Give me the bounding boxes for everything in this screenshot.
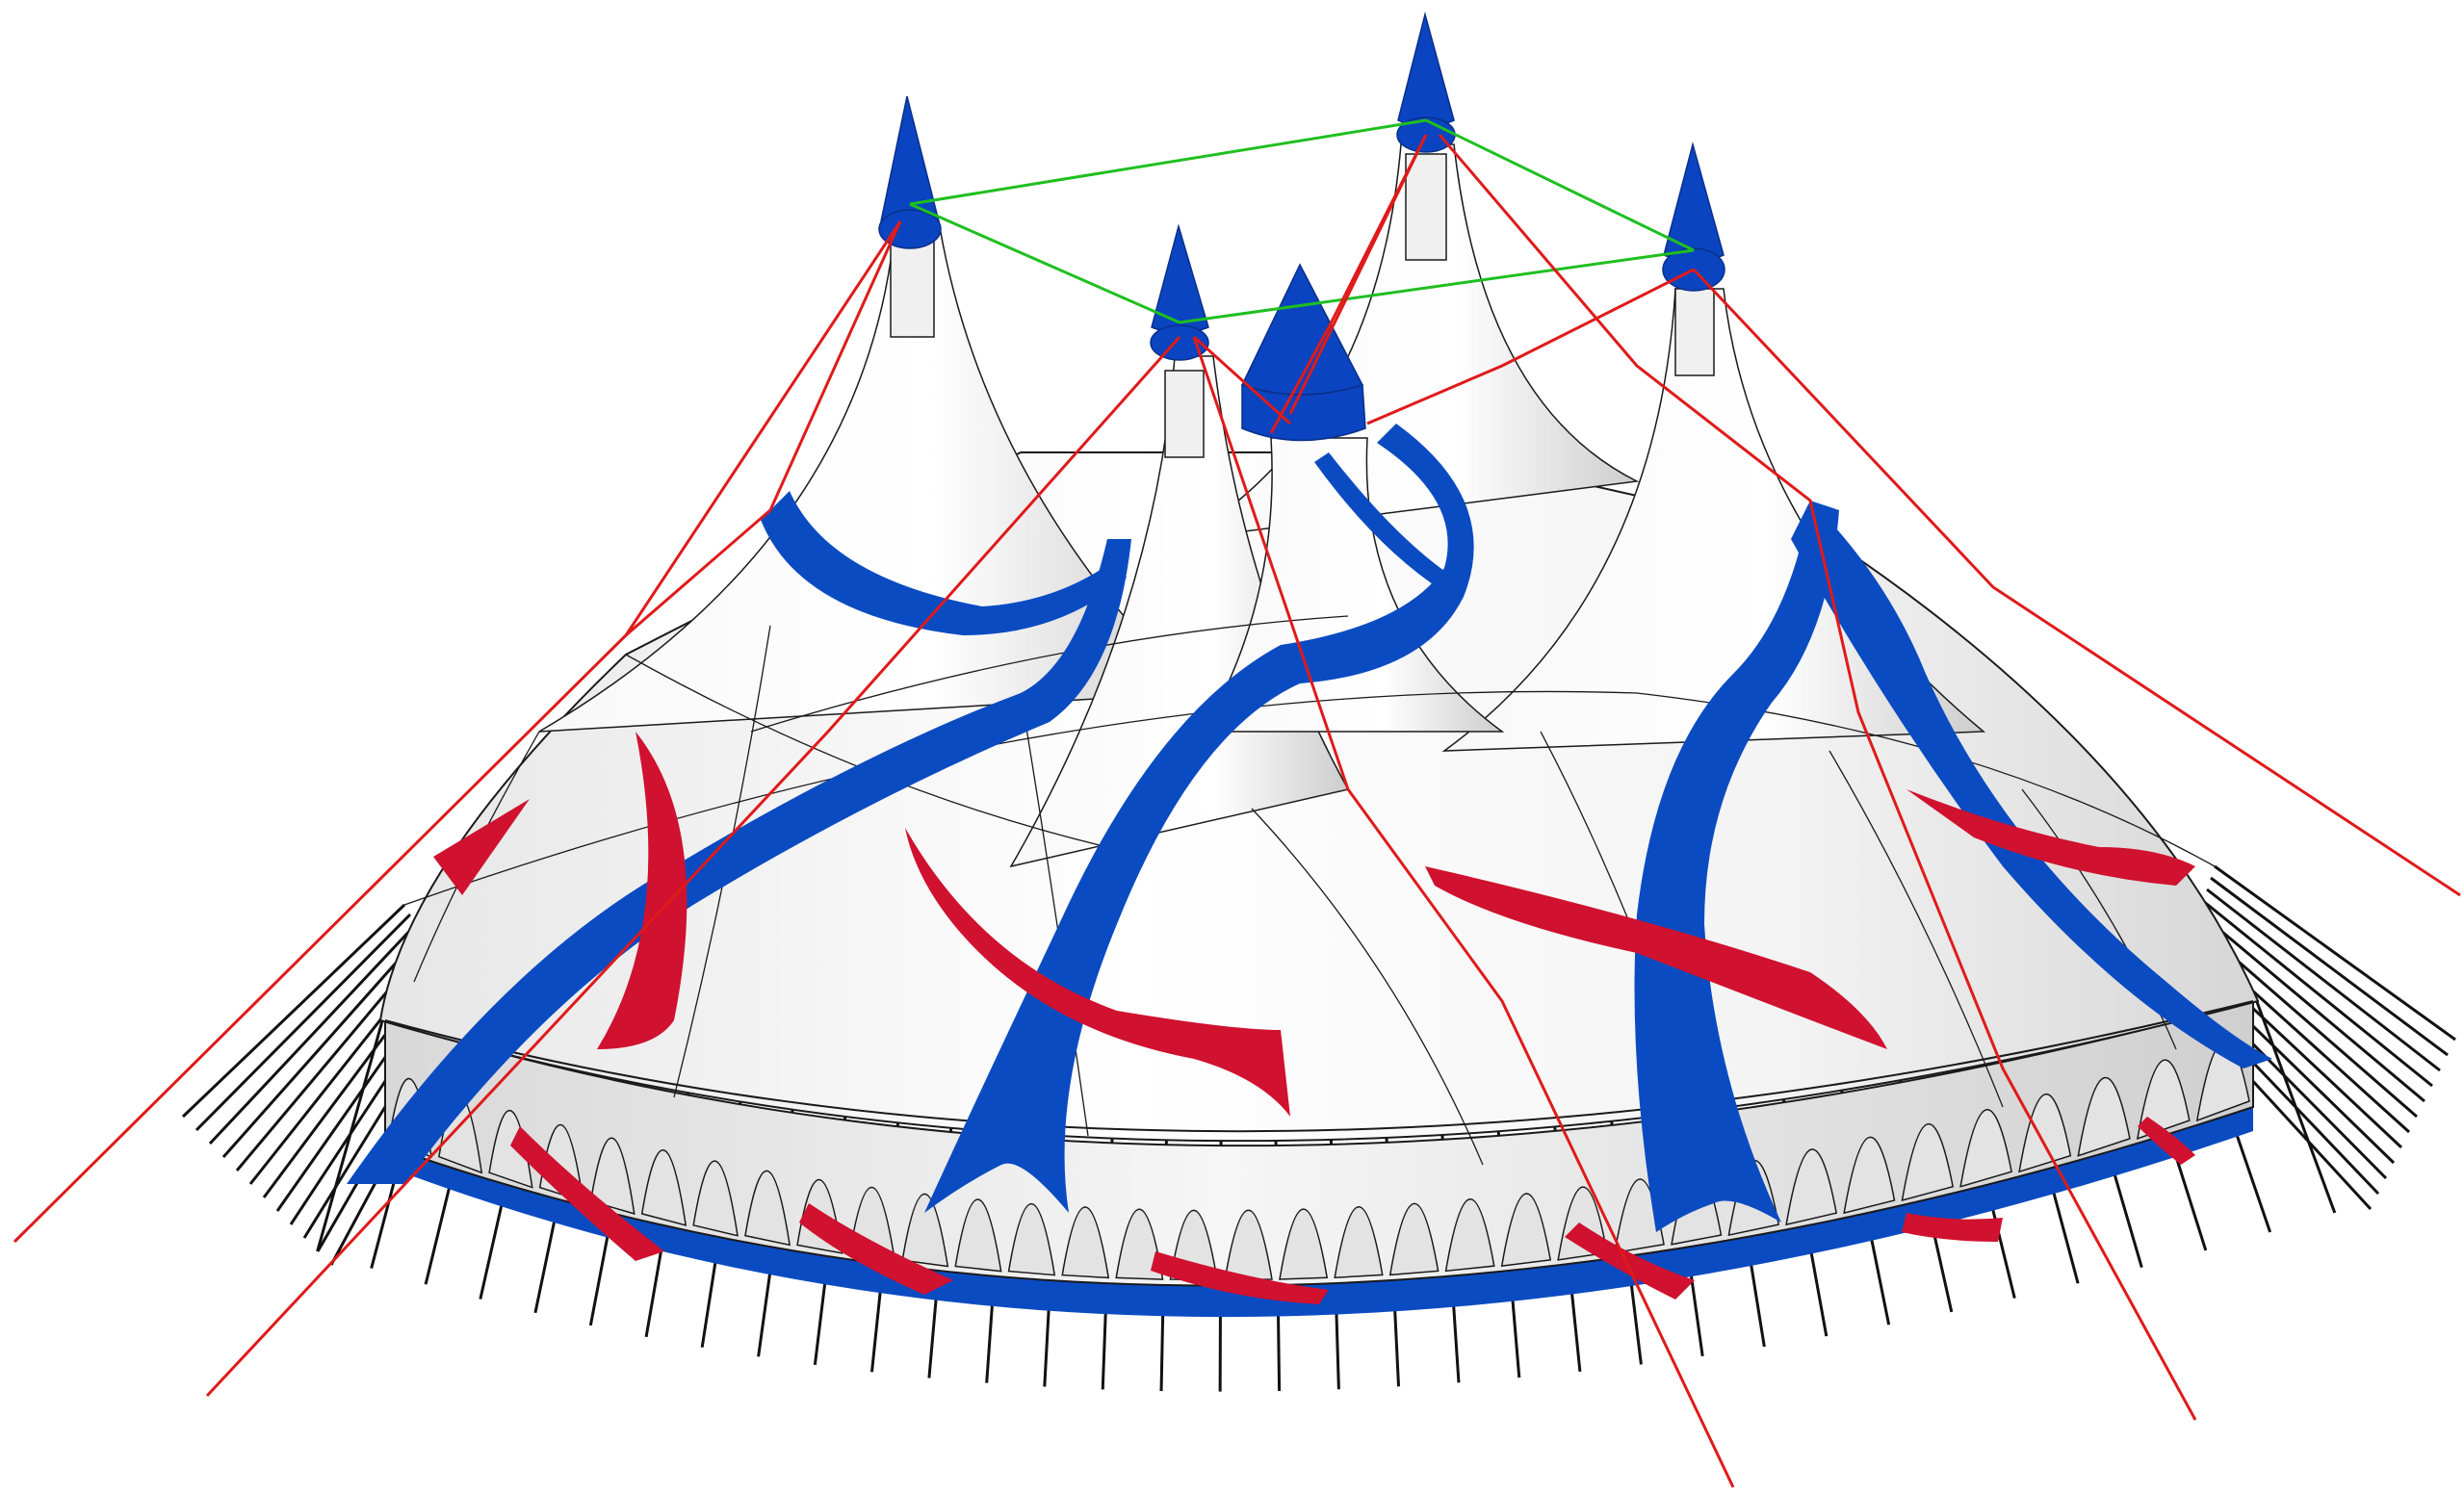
blue-ribbon-peak-trim [1314,452,1454,592]
mast-shaft-center [1164,370,1205,458]
wall-scallop [744,1170,791,1247]
red-ribbons [433,732,2195,1304]
stake-line-left-fan [181,903,406,1119]
wall-scallop [1007,1203,1056,1276]
wall-scallop [1224,1209,1273,1281]
stake-line-right-fan [2202,899,2433,1088]
cone-cap-back [1397,12,1455,128]
red-ribbon-right [1425,866,1887,1049]
blue-ribbon-left-arc [761,491,1127,635]
wall-scallop [901,1193,949,1268]
guy-ropes [13,134,2461,1488]
wall-scallop [1901,1122,1954,1202]
cone-cap-middle-band [1241,383,1366,442]
red-ribbon-wall-4 [1565,1223,1695,1300]
wall-scallop [1500,1193,1552,1268]
base-ring [385,1097,2253,1318]
wall-scallop [1843,1136,1896,1215]
wall-scallop [1959,1108,2012,1188]
guy-rope-8 [1692,268,2461,897]
guy-rope-4 [1192,336,1735,1488]
mast-shaft-right [1674,288,1715,376]
cone-cap-right [1663,142,1725,263]
wall-scallop [589,1137,635,1215]
wall-scallop [1061,1206,1110,1279]
red-ribbon-wall-1 [510,1126,664,1261]
wall-scallop [1444,1198,1495,1273]
wall-scallop [488,1109,533,1189]
cone-cap-left-base [878,209,942,249]
stake-line-left-fan [195,913,412,1132]
mast-shafts [890,153,1715,458]
cone-cap-center [1151,223,1209,334]
red-ribbon-wall-6 [2138,1117,2195,1165]
guy-rope-10 [1192,335,1292,425]
red-ribbon-wall-3 [1151,1251,1329,1304]
stake-line-left-fan [221,933,424,1158]
blue-ribbons [347,424,2272,1232]
guy-rope-6 [1288,134,1428,415]
guy-rope-7 [1438,134,2197,1421]
guy-rope-2 [625,220,902,637]
guy-rope-3 [205,336,1181,1398]
red-ribbon-wall-5 [1902,1213,2003,1242]
mast-shaft-left [890,240,935,338]
wall-scallop [640,1149,687,1226]
blue-ribbon-center-branch [924,424,1474,1213]
guy-rope-9 [1366,268,1695,425]
red-ribbon-far-right [1906,789,2195,886]
blue-ribbon-right-branch [1634,501,1839,1232]
wall-scallop [1388,1202,1439,1276]
wall-scallop [1785,1148,1838,1226]
stake-line [2251,991,2337,1214]
blue-ribbon-right-edge [1791,501,2272,1068]
wall-scallop [692,1160,739,1237]
mast-link-left-back [909,118,1427,206]
wall-scallop [954,1198,1002,1273]
red-ribbon-center [905,828,1290,1117]
wall-scallop [1279,1208,1329,1280]
stake-line-right-fan [2206,888,2441,1072]
cone-cap-left [880,95,940,230]
red-ribbon-far-left [433,799,530,895]
mast-links [909,118,1695,324]
red-ribbon-wall-2 [799,1203,953,1295]
stake-line-left-fan [208,922,418,1145]
stake-line-right-fan [2198,911,2425,1103]
mast-link-right-center [1179,248,1695,324]
red-ribbon-left [597,732,687,1049]
stake-line-right-fan [2210,876,2449,1057]
wall-scallop [2018,1093,2072,1173]
wall-scallop [1334,1206,1384,1279]
mast-link-back-right [1425,118,1695,252]
mast-link-center-left [909,202,1180,324]
blue-ribbon-left-long [347,539,1131,1184]
wall-scallop [2077,1076,2131,1157]
mast-shaft-back [1405,153,1447,261]
eave-line [384,1000,2254,1133]
stake-line-right-fan [2214,864,2456,1042]
